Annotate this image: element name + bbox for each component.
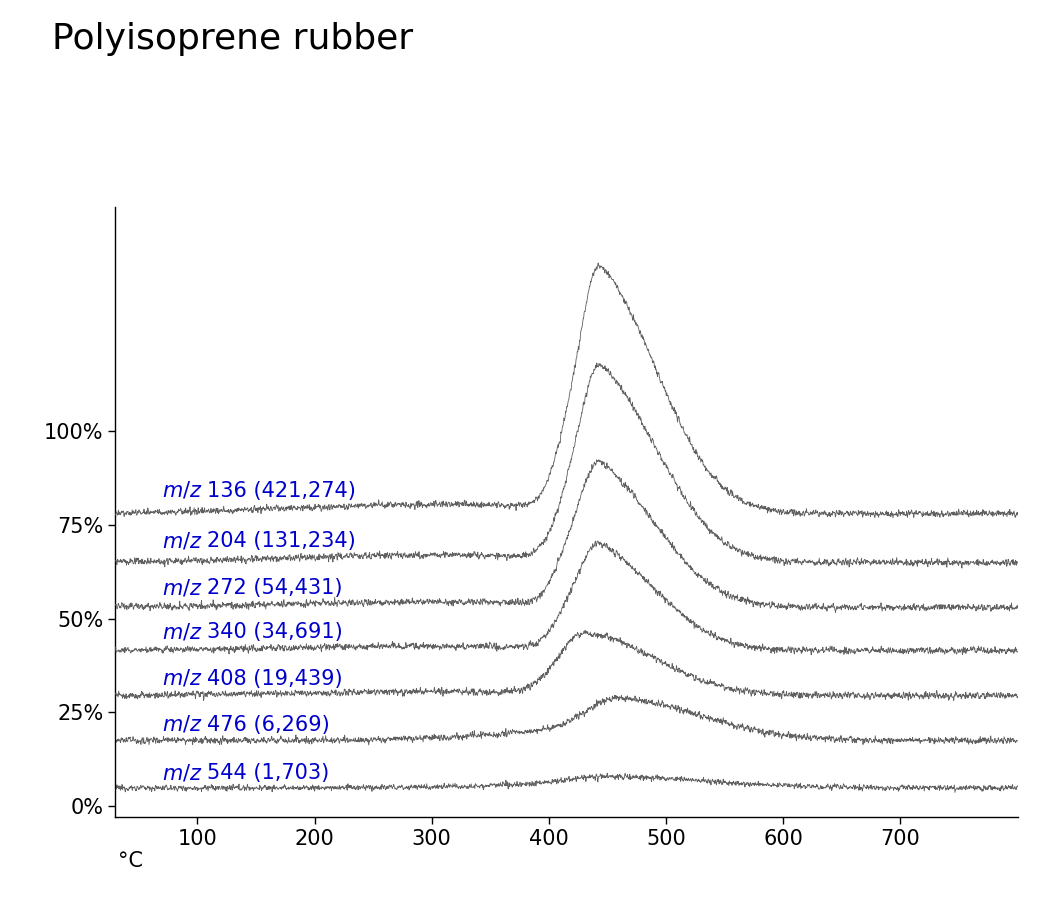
- Text: °C: °C: [117, 851, 143, 871]
- Text: 544 (1,703): 544 (1,703): [207, 763, 329, 783]
- Text: Polyisoprene rubber: Polyisoprene rubber: [52, 22, 413, 57]
- Text: $m/z$: $m/z$: [163, 621, 202, 642]
- Text: 136 (421,274): 136 (421,274): [207, 480, 356, 500]
- Text: $m/z$: $m/z$: [163, 530, 202, 551]
- Text: $m/z$: $m/z$: [163, 762, 202, 783]
- Text: 476 (6,269): 476 (6,269): [207, 715, 329, 735]
- Text: $m/z$: $m/z$: [163, 668, 202, 689]
- Text: $m/z$: $m/z$: [163, 577, 202, 598]
- Text: $m/z$: $m/z$: [163, 480, 202, 500]
- Text: 408 (19,439): 408 (19,439): [207, 669, 342, 689]
- Text: $m/z$: $m/z$: [163, 714, 202, 735]
- Text: 340 (34,691): 340 (34,691): [207, 622, 343, 642]
- Text: 204 (131,234): 204 (131,234): [207, 532, 356, 551]
- Text: 272 (54,431): 272 (54,431): [207, 578, 342, 598]
